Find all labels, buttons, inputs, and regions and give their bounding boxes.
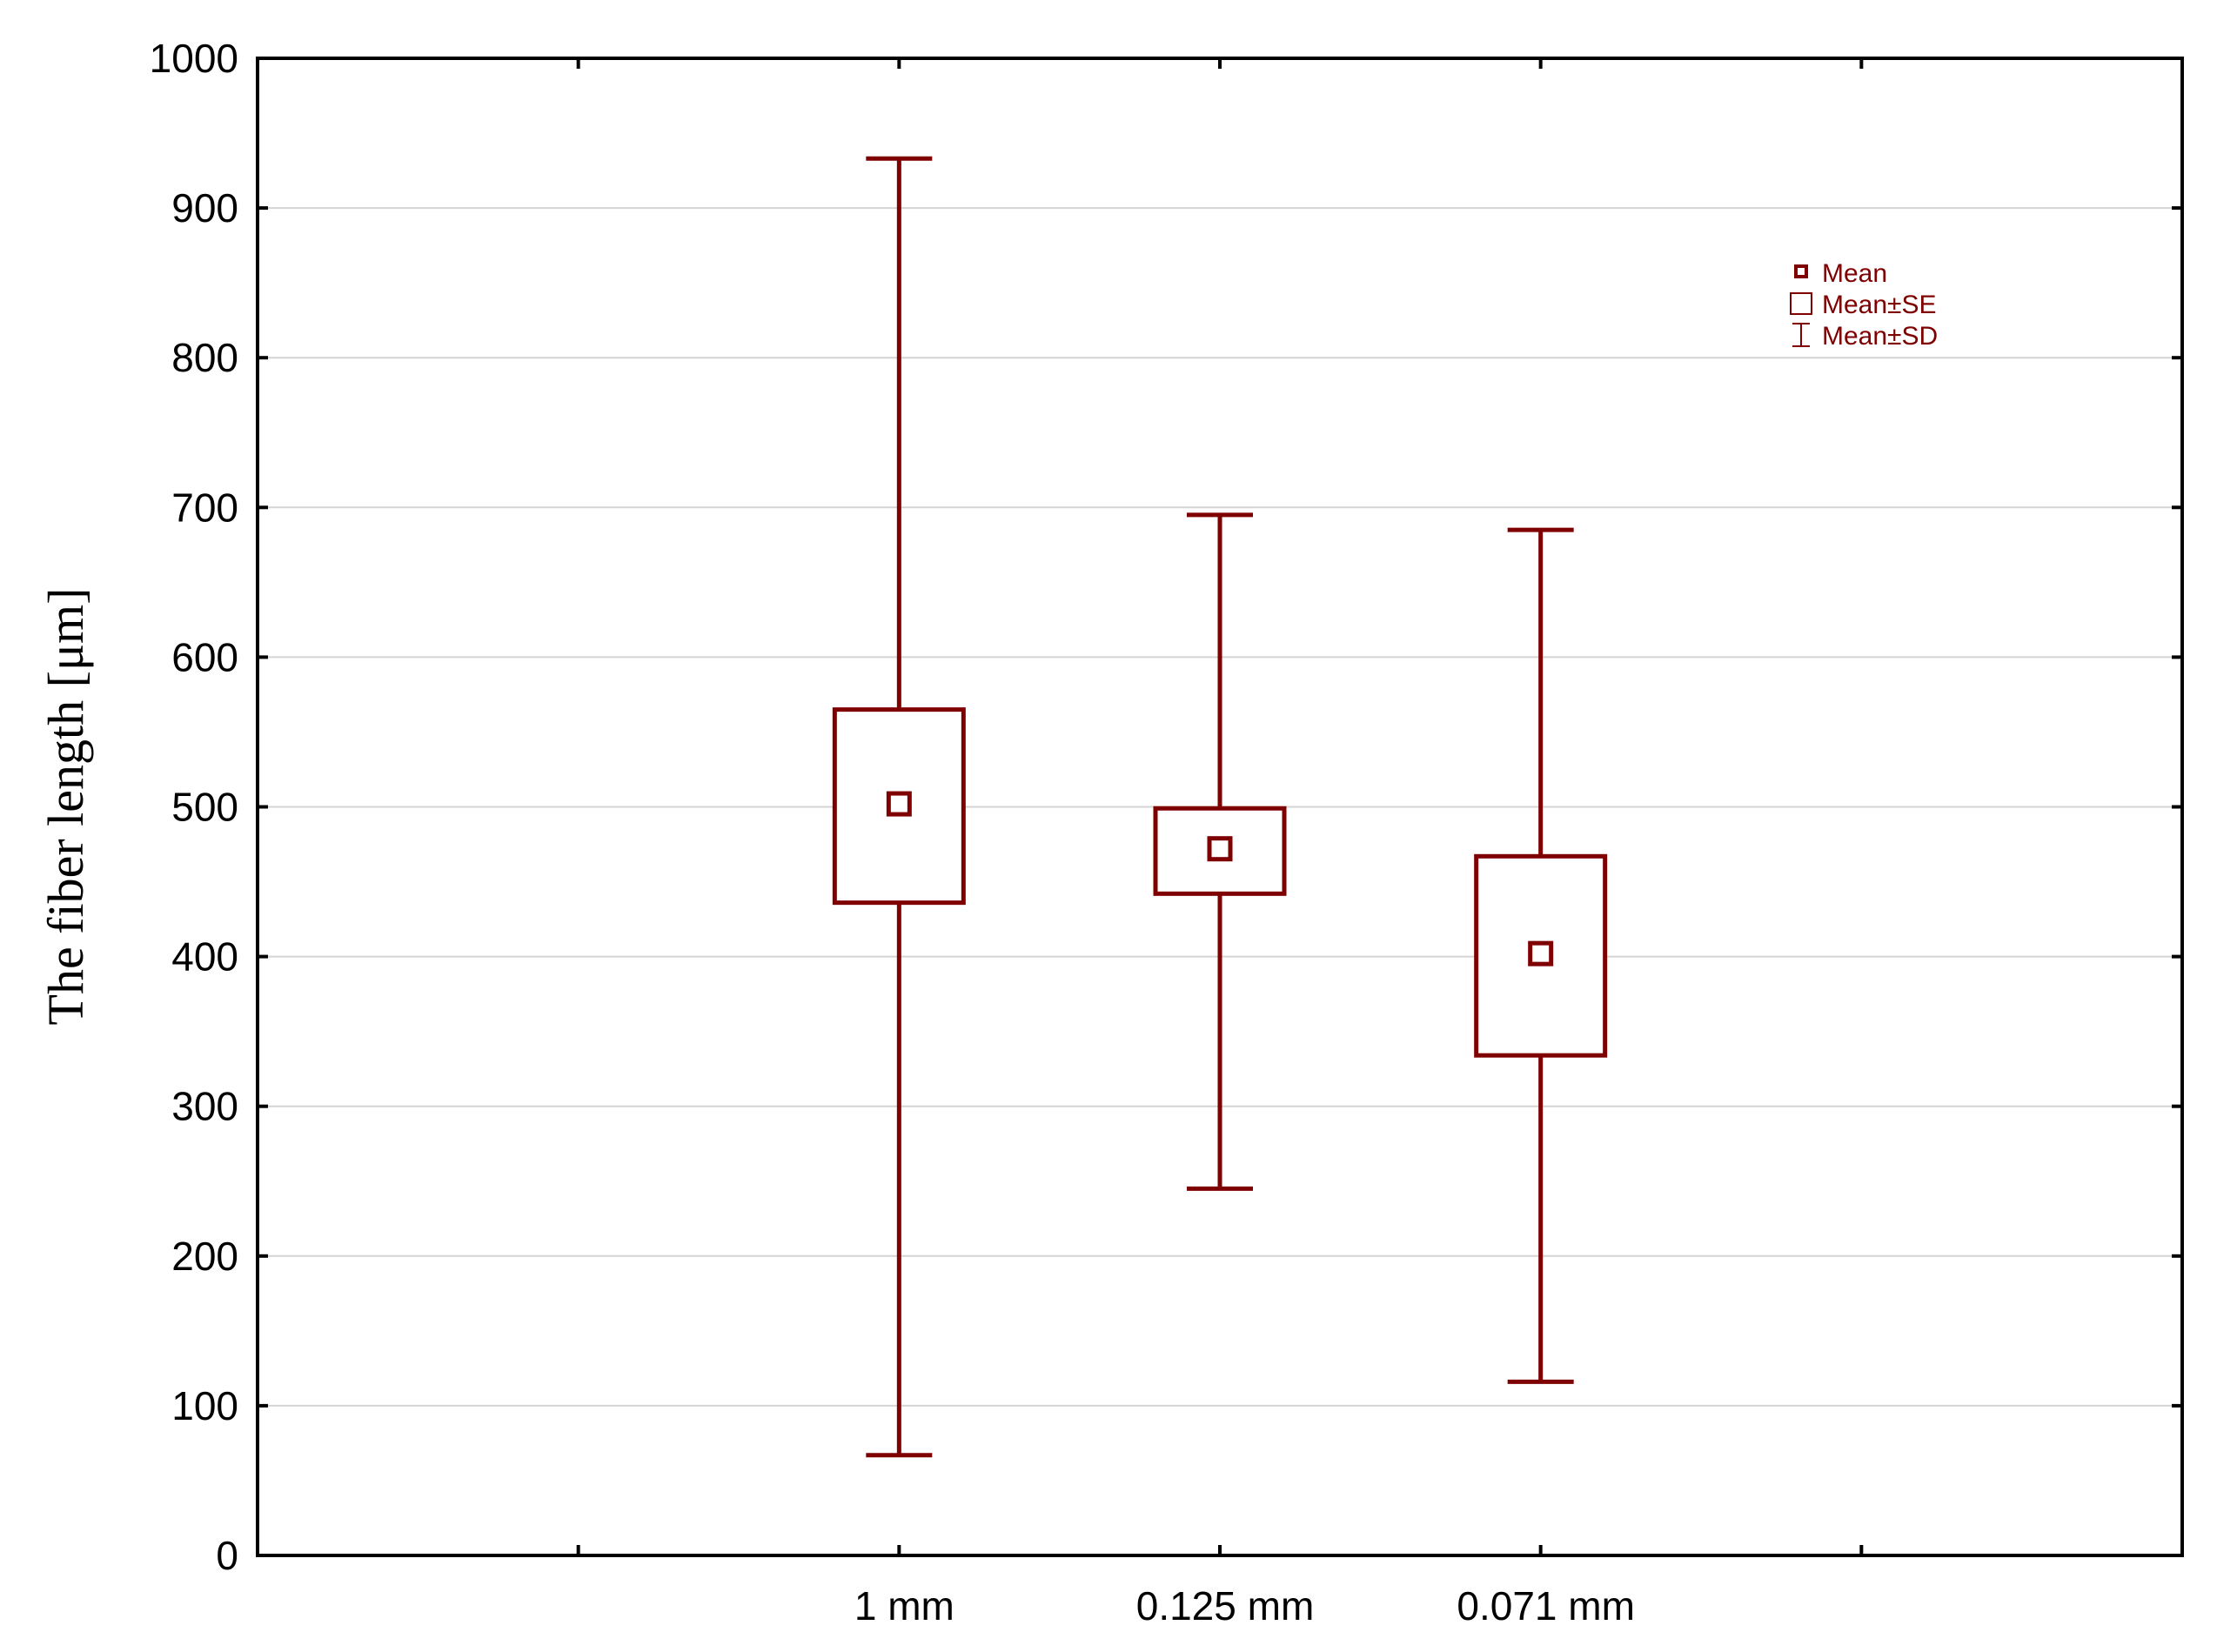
legend-sd-marker (1792, 323, 1810, 347)
legend-mean-marker (1794, 264, 1808, 278)
axis-ticks: 0 100 200 300 400 500 600 700 800 900 1000 1 mm 0.12… (150, 36, 2182, 1629)
y-tick-label: 700 (171, 485, 238, 530)
mean-marker (1207, 836, 1233, 862)
y-tick-label: 400 (171, 934, 238, 980)
box-2 (1153, 512, 1287, 1191)
legend: Mean Mean±SE Mean±SD (1790, 259, 1938, 351)
y-tick-label: 300 (171, 1084, 238, 1129)
mean-marker (1528, 940, 1554, 966)
y-tick-label: 0 (216, 1533, 238, 1578)
legend-mean-label: Mean (1822, 259, 1887, 288)
x-tick-label: 0.125 mm (1136, 1583, 1315, 1629)
y-tick-label: 100 (171, 1383, 238, 1428)
mean-marker (886, 791, 912, 817)
box-series (832, 156, 1608, 1458)
legend-se-marker (1790, 292, 1812, 315)
legend-se-label: Mean±SE (1822, 291, 1937, 319)
box-3 (1474, 527, 1608, 1384)
se-box (832, 707, 966, 906)
y-tick-label: 1000 (150, 36, 238, 81)
y-tick-label: 900 (171, 185, 238, 231)
y-tick-label: 200 (171, 1234, 238, 1279)
x-tick-label: 0.071 mm (1457, 1583, 1635, 1629)
y-tick-label: 600 (171, 634, 238, 679)
se-box (1153, 806, 1287, 896)
y-tick-label: 800 (171, 335, 238, 380)
legend-sd-label: Mean±SD (1822, 322, 1938, 351)
x-tick-label: 1 mm (854, 1583, 954, 1629)
y-axis-title: The fiber length [μm] (37, 588, 94, 1026)
se-box (1474, 853, 1608, 1058)
box-1 (832, 156, 966, 1458)
y-tick-label: 500 (171, 785, 238, 830)
